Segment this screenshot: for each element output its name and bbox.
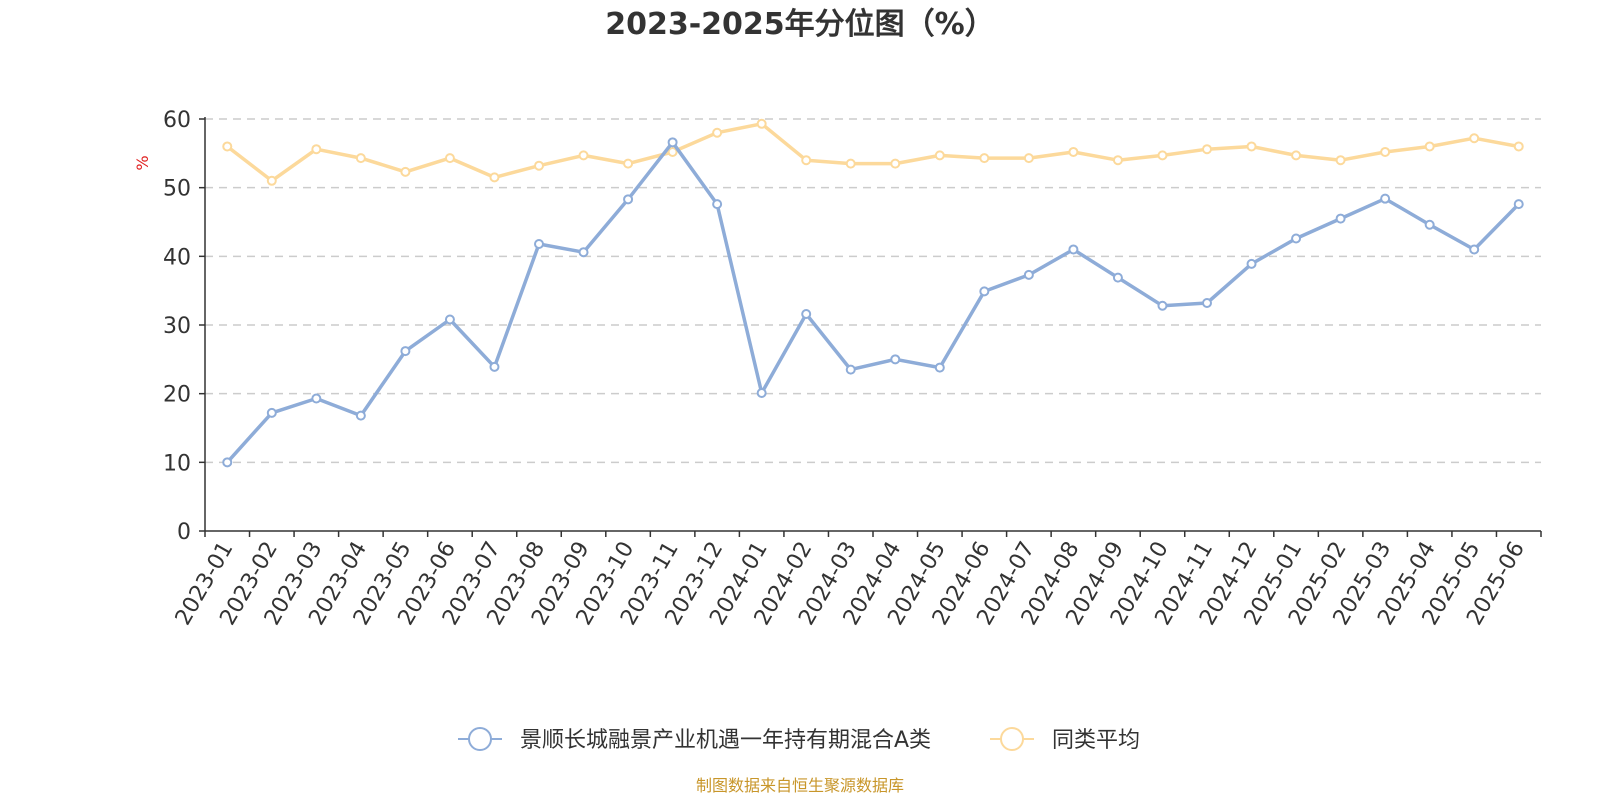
- data-point[interactable]: [400, 166, 411, 177]
- source-note: 制图数据来自恒生聚源数据库: [696, 776, 904, 795]
- data-point[interactable]: [890, 158, 901, 169]
- data-point[interactable]: [222, 457, 233, 468]
- data-point[interactable]: [1469, 244, 1480, 255]
- series-line: [226, 122, 1520, 183]
- y-tick-label: 40: [163, 245, 191, 270]
- data-point[interactable]: [578, 247, 589, 258]
- data-point[interactable]: [578, 150, 589, 161]
- axes: [204, 117, 1541, 532]
- data-point[interactable]: [667, 137, 678, 148]
- data-point[interactable]: [1157, 150, 1168, 161]
- series-line: [225, 140, 1520, 464]
- data-point[interactable]: [400, 346, 411, 357]
- series-1: [222, 118, 1524, 186]
- data-point[interactable]: [1023, 153, 1034, 164]
- y-tick-label: 60: [163, 108, 191, 133]
- data-point[interactable]: [1291, 150, 1302, 161]
- data-point[interactable]: [1202, 298, 1212, 309]
- data-point[interactable]: [712, 199, 723, 210]
- data-point[interactable]: [266, 175, 277, 186]
- x-axis-ticks: 2023-012023-022023-032023-042023-052023-…: [171, 531, 1542, 630]
- data-point[interactable]: [1335, 213, 1346, 224]
- data-point[interactable]: [623, 194, 634, 205]
- y-axis-ticks: 0 10 20 30 40 50 60: [163, 108, 205, 545]
- legend-label: 同类平均: [1052, 728, 1140, 753]
- data-point[interactable]: [1291, 233, 1302, 244]
- series-0: [222, 137, 1524, 468]
- y-tick-label: 0: [177, 520, 191, 545]
- data-point[interactable]: [1112, 155, 1123, 166]
- data-point[interactable]: [534, 238, 544, 249]
- data-point[interactable]: [1246, 258, 1257, 269]
- data-point[interactable]: [222, 141, 233, 152]
- y-axis-unit: %: [133, 155, 152, 170]
- data-point[interactable]: [1513, 199, 1524, 210]
- legend-item-1[interactable]: 同类平均: [990, 727, 1140, 753]
- y-tick-label: 10: [163, 451, 191, 476]
- data-point[interactable]: [801, 309, 812, 320]
- data-point[interactable]: [489, 172, 500, 183]
- data-point[interactable]: [534, 160, 544, 171]
- data-point[interactable]: [1068, 244, 1079, 255]
- data-point[interactable]: [355, 153, 366, 164]
- data-point[interactable]: [801, 155, 812, 166]
- y-tick-label: 50: [163, 177, 191, 202]
- y-tick-label: 20: [163, 383, 191, 408]
- data-point[interactable]: [845, 158, 856, 169]
- data-point[interactable]: [1469, 133, 1480, 144]
- data-point[interactable]: [311, 393, 322, 404]
- data-point[interactable]: [1202, 144, 1212, 155]
- data-point[interactable]: [667, 146, 678, 157]
- data-point[interactable]: [1424, 141, 1435, 152]
- data-point[interactable]: [712, 127, 723, 138]
- legend-label: 景顺长城融景产业机遇一年持有期混合A类: [520, 728, 931, 753]
- data-point[interactable]: [266, 407, 277, 418]
- chart-title: 2023-2025年分位图（%）: [605, 7, 995, 42]
- data-point[interactable]: [756, 387, 767, 398]
- data-point[interactable]: [1424, 219, 1435, 230]
- legend[interactable]: 景顺长城融景产业机遇一年持有期混合A类 同类平均: [458, 727, 1140, 753]
- data-point[interactable]: [890, 354, 901, 365]
- data-point[interactable]: [444, 314, 455, 325]
- data-point[interactable]: [979, 153, 990, 164]
- data-point[interactable]: [489, 361, 500, 372]
- data-point[interactable]: [1380, 193, 1391, 204]
- data-point[interactable]: [1157, 300, 1168, 311]
- data-point[interactable]: [756, 118, 767, 129]
- data-point[interactable]: [1112, 272, 1123, 283]
- data-point[interactable]: [1335, 155, 1346, 166]
- data-point[interactable]: [311, 144, 322, 155]
- data-point[interactable]: [934, 150, 945, 161]
- data-point[interactable]: [444, 153, 455, 164]
- legend-item-0[interactable]: 景顺长城融景产业机遇一年持有期混合A类: [458, 727, 931, 753]
- data-point[interactable]: [355, 410, 366, 421]
- data-point[interactable]: [934, 362, 945, 373]
- grid-lines: [205, 118, 1541, 464]
- series-layer: [222, 118, 1524, 468]
- data-point[interactable]: [623, 158, 634, 169]
- data-point[interactable]: [1068, 146, 1079, 157]
- data-point[interactable]: [845, 364, 856, 375]
- data-point[interactable]: [1023, 269, 1034, 280]
- data-point[interactable]: [1380, 146, 1391, 157]
- data-point[interactable]: [979, 286, 990, 297]
- y-tick-label: 30: [163, 314, 191, 339]
- legend-circle-icon: [1000, 727, 1024, 751]
- data-point[interactable]: [1513, 141, 1524, 152]
- legend-circle-icon: [468, 727, 492, 751]
- data-point[interactable]: [1246, 141, 1257, 152]
